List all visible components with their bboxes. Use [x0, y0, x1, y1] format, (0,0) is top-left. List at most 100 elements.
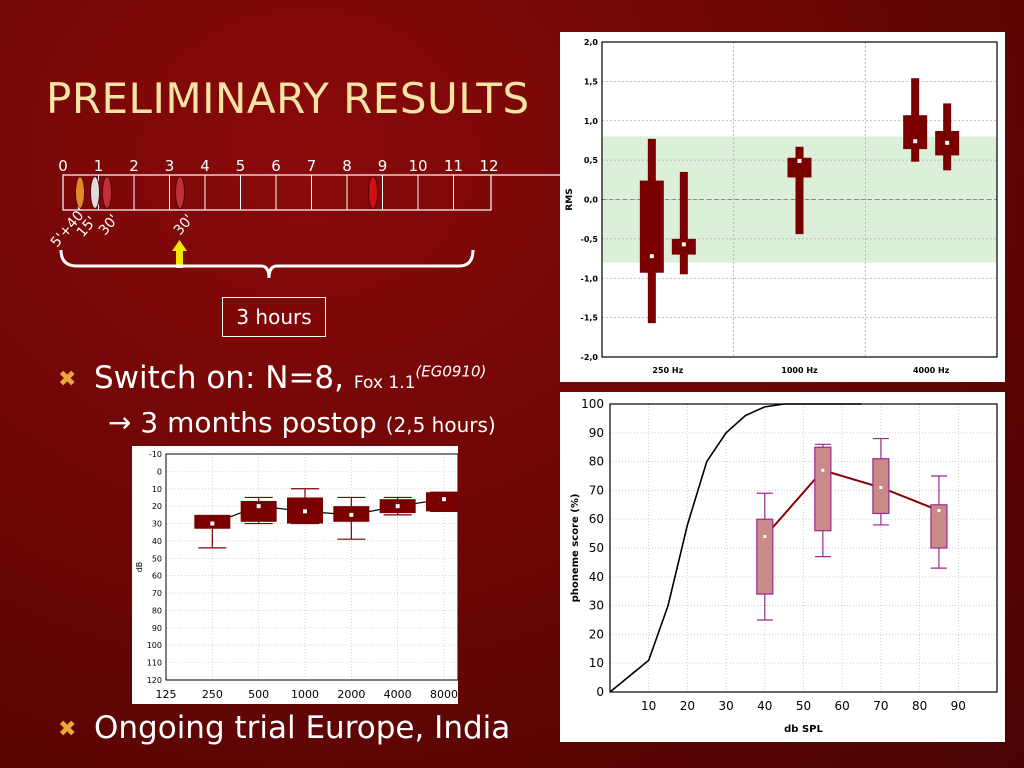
y-tick-label: 0: [157, 467, 162, 476]
y-tick-label: 2,0: [584, 38, 599, 47]
y-tick-label: 120: [147, 676, 162, 685]
y-tick-label: 70: [589, 483, 604, 497]
y-tick-label: 30: [152, 520, 162, 529]
phoneme-chart-panel: 0 10 20 30 40 50 60 70 80 90 100 10 20 30 40 50 60 70 80 90…: [560, 392, 1005, 742]
box-median: [349, 512, 354, 517]
page-title: PRELIMINARY RESULTS: [46, 74, 530, 123]
box: [639, 180, 664, 273]
y-tick-label: 20: [152, 502, 162, 511]
x-tick-label: 4000: [384, 688, 412, 701]
x-tick-label: 250 Hz: [652, 366, 683, 375]
y-tick-label: 100: [581, 397, 604, 411]
timeline-tick-label: 12: [479, 157, 498, 175]
x-tick-label: 4000 Hz: [913, 366, 950, 375]
x-tick-label: 250: [202, 688, 223, 701]
box-median: [937, 509, 941, 513]
x-tick-label: 2000: [337, 688, 365, 701]
y-axis-label: dB: [135, 562, 144, 573]
y-tick-label: 1,5: [584, 77, 599, 86]
x-bullet-icon: ✖: [58, 717, 77, 742]
plot-frame: [601, 41, 998, 358]
y-tick-label: 110: [147, 659, 162, 668]
box: [426, 492, 462, 512]
timeline-tick-label: 3: [165, 157, 175, 175]
y-tick-label: -1,5: [581, 314, 599, 323]
y-axis-label: RMS: [565, 188, 575, 210]
timeline-tick-label: 4: [200, 157, 210, 175]
y-tick-label: -10: [149, 450, 162, 459]
y-tick-label: -2,0: [581, 353, 599, 362]
timeline-time-label: 30': [96, 212, 122, 239]
box-whisker: [795, 146, 804, 235]
y-tick-label: 80: [589, 455, 604, 469]
timeline-tick-label: 10: [408, 157, 427, 175]
x-tick-label: 90: [951, 699, 966, 713]
box-median: [797, 158, 802, 163]
y-tick-label: 10: [589, 656, 604, 670]
yellow-arrow-icon: [172, 240, 187, 251]
timeline-tick-label: 1: [94, 157, 104, 175]
phoneme-chart: 0 10 20 30 40 50 60 70 80 90 100 10 20 30 40 50 60 70 80 90…: [570, 397, 998, 735]
x-axis-label: db SPL: [784, 724, 823, 735]
median-line: [764, 469, 940, 538]
rms-chart-panel: -2,0 -1,5 -1,0 -0,5 0,0 0,5 1,0 1,5 2,0 250 Hz 100…: [560, 32, 1005, 382]
timeline-marker: [90, 176, 100, 209]
audiogram-chart-panel: -10 0 10 20 30 40 50 60 70 80 90 100 110 120 125 250 500…: [132, 446, 462, 704]
timeline-marker: [75, 176, 85, 209]
y-axis-label: phoneme score (%): [570, 494, 581, 603]
reference-curve: [609, 403, 862, 693]
device-code: (EG0910): [415, 362, 487, 381]
box-median: [256, 504, 261, 509]
sub-bullet-postop: → 3 months postop (2,5 hours): [108, 406, 496, 439]
timeline-tick-label: 8: [342, 157, 352, 175]
timeline-marker: [368, 176, 378, 209]
timeline-tick-label: 11: [444, 157, 463, 175]
plot-frame: [165, 453, 459, 681]
box: [240, 500, 277, 522]
x-bullet-icon: ✖: [58, 367, 77, 392]
timeline-tick-label: 2: [129, 157, 139, 175]
bullet-text: Switch on: N=8,: [94, 360, 354, 396]
bullet-switch-on: ✖ Switch on: N=8, Fox 1.1(EG0910): [58, 360, 486, 396]
timeline-tick-label: 7: [307, 157, 317, 175]
x-tick-label: 30: [718, 699, 733, 713]
timeline-time-label: 30': [171, 212, 197, 239]
box: [756, 518, 774, 595]
y-tick-label: 1,0: [584, 117, 599, 126]
x-tick-label: 60: [835, 699, 850, 713]
timeline-bar: [62, 174, 492, 211]
timeline-tick-label: 6: [271, 157, 281, 175]
x-tick-label: 1000: [291, 688, 319, 701]
y-tick-label: 90: [589, 426, 604, 440]
y-tick-label: 70: [152, 589, 162, 598]
x-tick-label: 10: [641, 699, 656, 713]
y-tick-label: 40: [152, 537, 162, 546]
y-tick-label: 10: [152, 485, 162, 494]
y-tick-label: 0,0: [584, 196, 599, 205]
x-tick-label: 70: [873, 699, 888, 713]
box-median: [395, 504, 400, 509]
box-median: [821, 468, 825, 472]
x-tick-label: 80: [912, 699, 927, 713]
x-tick-label: 8000: [430, 688, 458, 701]
y-tick-label: 90: [152, 624, 162, 633]
x-tick-label: 40: [757, 699, 772, 713]
y-tick-label: 50: [152, 554, 162, 563]
box: [814, 446, 832, 532]
box: [930, 504, 948, 549]
box-median: [442, 497, 446, 502]
box-median: [945, 140, 950, 145]
rms-chart: -2,0 -1,5 -1,0 -0,5 0,0 0,5 1,0 1,5 2,0 250 Hz 100…: [565, 38, 998, 375]
y-tick-label: 30: [589, 599, 604, 613]
yellow-arrow-icon: [176, 250, 183, 268]
y-tick-label: 60: [589, 512, 604, 526]
box-median: [879, 486, 883, 490]
x-tick-label: 20: [680, 699, 695, 713]
box: [903, 115, 928, 150]
box: [671, 238, 696, 255]
x-tick-label: 1000 Hz: [781, 366, 818, 375]
bullet-ongoing-trial: ✖ Ongoing trial Europe, India: [58, 710, 510, 746]
y-tick-label: 50: [589, 541, 604, 555]
duration-label: 3 hours: [222, 297, 326, 337]
box-median: [303, 509, 307, 514]
